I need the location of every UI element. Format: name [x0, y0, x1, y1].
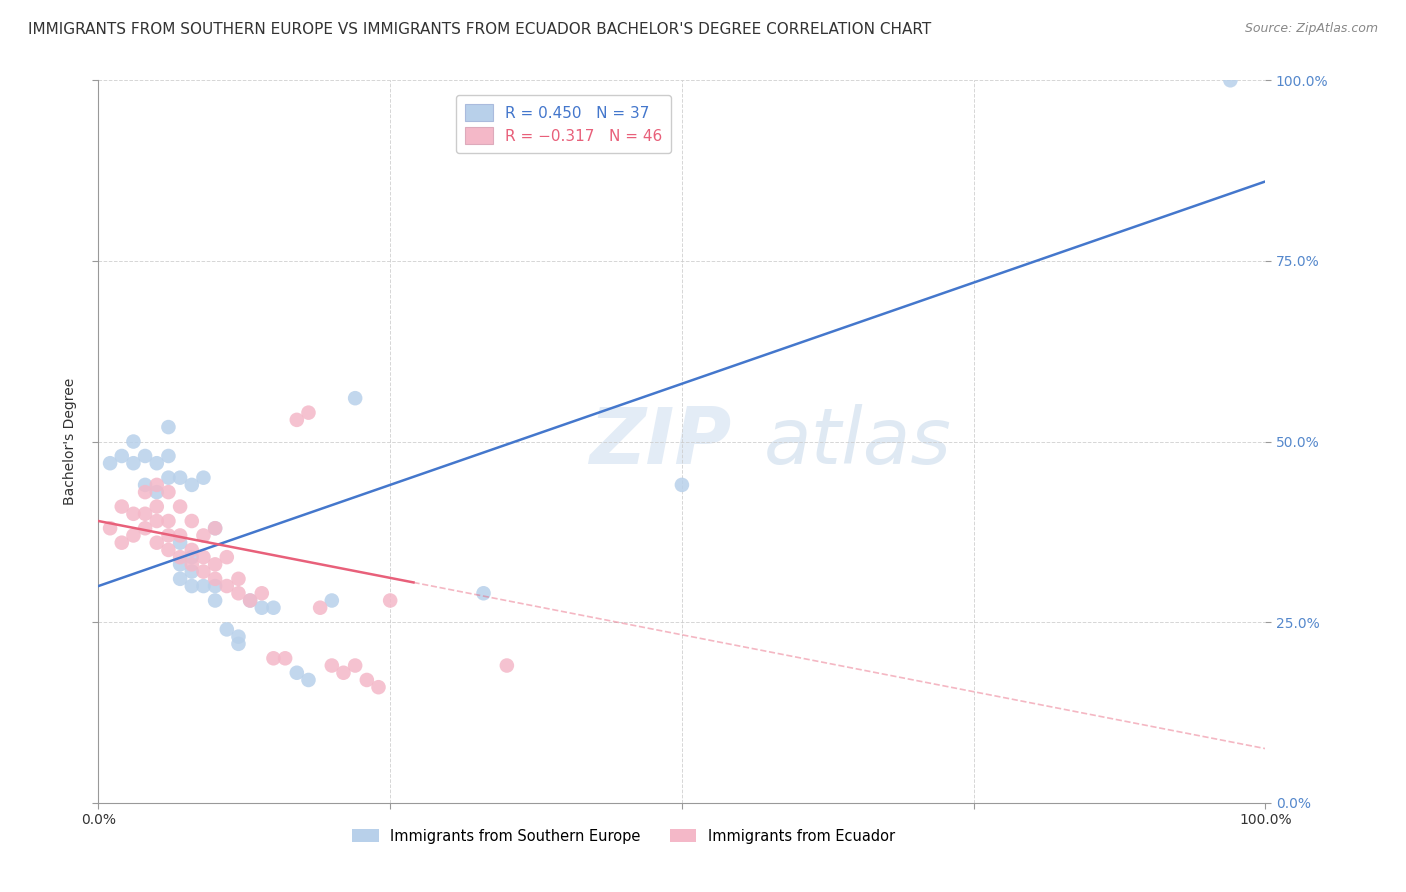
Point: [496, 658, 519, 673]
Point: [228, 630, 250, 644]
Point: [285, 413, 308, 427]
Point: [180, 478, 202, 492]
Point: [98, 521, 121, 535]
Point: [146, 485, 169, 500]
Point: [204, 572, 226, 586]
Point: [180, 558, 202, 572]
Point: [157, 542, 180, 557]
Point: [169, 500, 191, 514]
Point: [180, 542, 202, 557]
Point: [671, 478, 693, 492]
Point: [321, 658, 343, 673]
Point: [122, 434, 145, 449]
Point: [122, 507, 145, 521]
Point: [157, 514, 180, 528]
Point: [146, 478, 169, 492]
Point: [180, 514, 202, 528]
Point: [180, 565, 202, 579]
Point: [215, 579, 238, 593]
Point: [146, 535, 169, 549]
Point: [157, 470, 180, 484]
Point: [321, 593, 343, 607]
Point: [134, 521, 156, 535]
Point: [228, 572, 250, 586]
Point: [157, 449, 180, 463]
Point: [111, 449, 134, 463]
Point: [169, 550, 191, 565]
Point: [146, 456, 169, 470]
Point: [169, 535, 191, 549]
Point: [193, 565, 215, 579]
Point: [169, 558, 191, 572]
Point: [297, 406, 319, 420]
Point: [204, 521, 226, 535]
Point: [215, 550, 238, 565]
Point: [134, 478, 156, 492]
Text: IMMIGRANTS FROM SOUTHERN EUROPE VS IMMIGRANTS FROM ECUADOR BACHELOR'S DEGREE COR: IMMIGRANTS FROM SOUTHERN EUROPE VS IMMIG…: [28, 22, 931, 37]
Point: [1219, 73, 1241, 87]
Point: [204, 521, 226, 535]
Point: [228, 637, 250, 651]
Point: [380, 593, 402, 607]
Point: [193, 579, 215, 593]
Point: [274, 651, 297, 665]
Point: [134, 485, 156, 500]
Point: [193, 470, 215, 484]
Point: [239, 593, 262, 607]
Point: [204, 558, 226, 572]
Legend: Immigrants from Southern Europe, Immigrants from Ecuador: Immigrants from Southern Europe, Immigra…: [346, 823, 901, 850]
Point: [122, 528, 145, 542]
Point: [309, 600, 332, 615]
Point: [134, 449, 156, 463]
Point: [215, 623, 238, 637]
Point: [285, 665, 308, 680]
Point: [472, 586, 495, 600]
Point: [262, 600, 284, 615]
Point: [98, 456, 121, 470]
Point: [250, 600, 273, 615]
Point: [111, 535, 134, 549]
Point: [157, 528, 180, 542]
Point: [157, 420, 180, 434]
Y-axis label: Bachelor's Degree: Bachelor's Degree: [63, 378, 77, 505]
Point: [344, 658, 367, 673]
Point: [146, 514, 169, 528]
Point: [111, 500, 134, 514]
Text: atlas: atlas: [763, 403, 952, 480]
Point: [146, 500, 169, 514]
Point: [204, 579, 226, 593]
Point: [367, 680, 389, 694]
Text: Source: ZipAtlas.com: Source: ZipAtlas.com: [1244, 22, 1378, 36]
Point: [239, 593, 262, 607]
Point: [250, 586, 273, 600]
Point: [180, 550, 202, 565]
Point: [169, 572, 191, 586]
Point: [193, 528, 215, 542]
Point: [332, 665, 354, 680]
Point: [134, 507, 156, 521]
Point: [169, 470, 191, 484]
Point: [344, 391, 367, 405]
Point: [193, 550, 215, 565]
Point: [228, 586, 250, 600]
Text: ZIP: ZIP: [589, 403, 731, 480]
Point: [297, 673, 319, 687]
Point: [180, 579, 202, 593]
Point: [122, 456, 145, 470]
Point: [262, 651, 284, 665]
Point: [204, 593, 226, 607]
Point: [356, 673, 378, 687]
Point: [157, 485, 180, 500]
Point: [169, 528, 191, 542]
